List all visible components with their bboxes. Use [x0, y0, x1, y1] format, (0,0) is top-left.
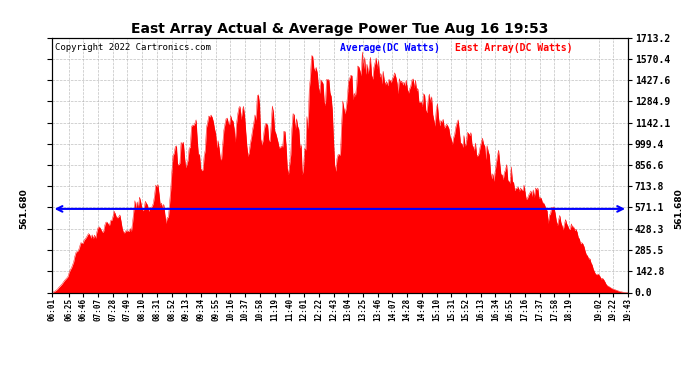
Text: Copyright 2022 Cartronics.com: Copyright 2022 Cartronics.com: [55, 43, 210, 52]
Text: East Array(DC Watts): East Array(DC Watts): [455, 43, 573, 52]
Title: East Array Actual & Average Power Tue Aug 16 19:53: East Array Actual & Average Power Tue Au…: [131, 22, 549, 36]
Text: 561.680: 561.680: [674, 189, 683, 229]
Text: 561.680: 561.680: [20, 189, 29, 229]
Text: Average(DC Watts): Average(DC Watts): [339, 43, 440, 52]
